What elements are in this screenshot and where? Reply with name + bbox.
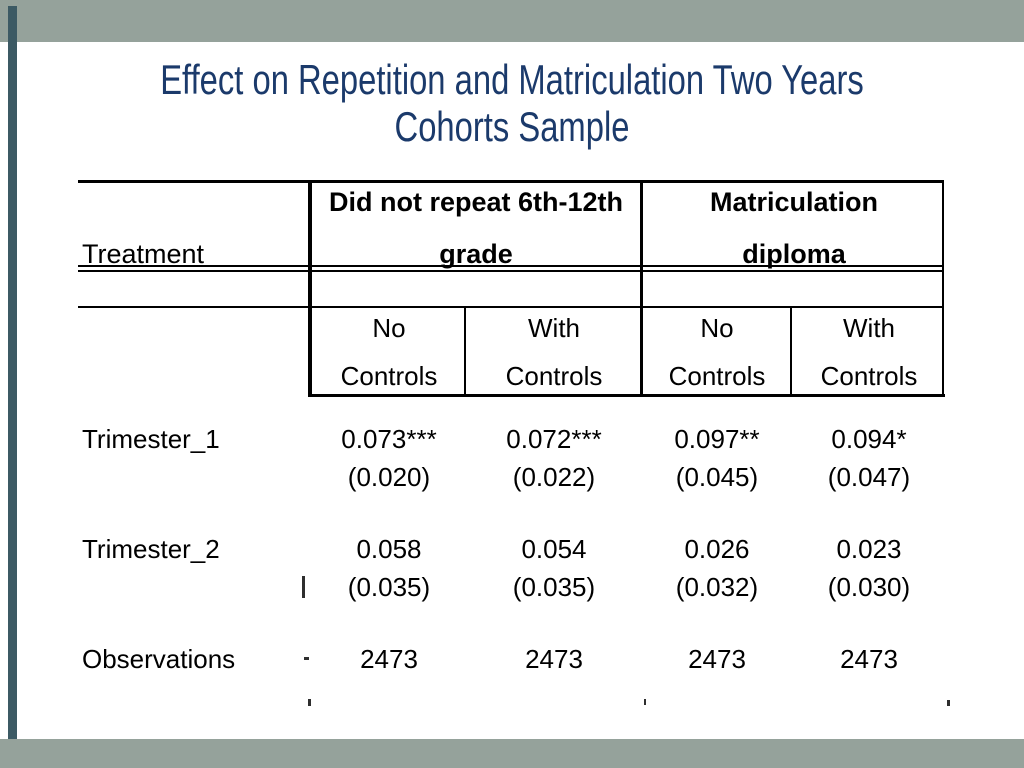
row-label-trimester1: Trimester_1 <box>82 424 220 454</box>
table-divider-sub2 <box>790 306 792 397</box>
se-cell: (0.047) <box>827 462 911 492</box>
col-group1-line2: grade <box>439 239 513 269</box>
value-cell: 2473 <box>840 644 898 674</box>
table-header-double-rule-b <box>78 270 944 272</box>
table-divider-treatment <box>308 180 312 397</box>
se-cell: (0.032) <box>675 572 759 602</box>
se-cell: (0.045) <box>675 462 759 492</box>
scan-artifact <box>947 700 950 706</box>
scan-artifact <box>302 576 305 598</box>
col-group2-line1: Matriculation <box>709 187 878 217</box>
value-cell: 0.023 <box>836 534 902 564</box>
value-cell: 0.058 <box>356 534 422 564</box>
se-cell: (0.030) <box>827 572 911 602</box>
subheader-1-line2: Controls <box>340 361 438 391</box>
subheader-3-line1: No <box>700 313 734 343</box>
bottom-accent-band <box>0 739 1024 768</box>
table-right-edge <box>942 180 944 397</box>
slide-title-line2: Cohorts Sample <box>394 103 630 150</box>
table-divider-groups <box>640 180 643 397</box>
subheader-1-line1: No <box>372 313 406 343</box>
scan-artifact <box>304 657 309 660</box>
table-mid-rule <box>78 306 944 308</box>
value-cell: 2473 <box>525 644 583 674</box>
left-accent-bar <box>8 6 17 739</box>
se-cell: (0.035) <box>347 572 431 602</box>
table-header-double-rule-a <box>78 265 944 267</box>
slide-title: Effect on Repetition and Matriculation T… <box>113 56 912 150</box>
value-cell: 2473 <box>688 644 746 674</box>
value-cell: 0.097** <box>674 424 760 454</box>
se-cell: (0.035) <box>512 572 596 602</box>
scan-artifact <box>644 699 646 705</box>
subheader-2-line1: With <box>528 313 580 343</box>
subheader-2-line2: Controls <box>505 361 603 391</box>
subheader-3-line2: Controls <box>668 361 766 391</box>
value-cell: 0.026 <box>684 534 750 564</box>
row-label-trimester2: Trimester_2 <box>82 534 220 564</box>
value-cell: 0.054 <box>521 534 587 564</box>
se-cell: (0.022) <box>512 462 596 492</box>
subheader-4-line2: Controls <box>820 361 918 391</box>
row-label-observations: Observations <box>82 644 236 674</box>
subheader-4-line1: With <box>843 313 895 343</box>
col-group1-line1: Did not repeat 6th-12th <box>328 187 624 217</box>
col-group2-line2: diploma <box>742 239 846 269</box>
row-header-treatment: Treatment <box>82 239 205 269</box>
table-subheader-bottom-rule <box>308 394 945 397</box>
value-cell: 0.072*** <box>506 424 602 454</box>
se-cell: (0.020) <box>347 462 431 492</box>
value-cell: 2473 <box>360 644 418 674</box>
value-cell: 0.094* <box>831 424 907 454</box>
value-cell: 0.073*** <box>341 424 437 454</box>
table-divider-sub1 <box>464 306 466 397</box>
table-top-rule <box>78 180 944 183</box>
slide-title-line1: Effect on Repetition and Matriculation T… <box>160 56 864 103</box>
top-accent-band <box>0 0 1024 42</box>
scan-artifact <box>308 699 311 706</box>
